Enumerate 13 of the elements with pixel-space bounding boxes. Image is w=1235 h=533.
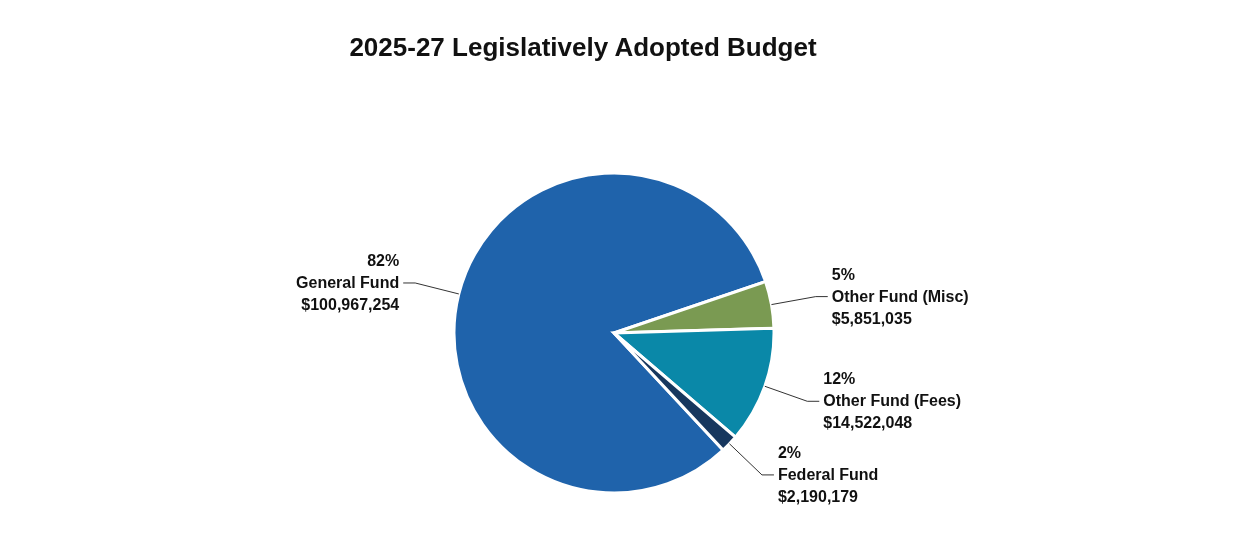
data-label: $14,522,048 [823,414,913,432]
slice-label: Other Fund (Misc) [831,287,969,305]
slice-label: Federal Fund [777,465,879,483]
data-label: $2,190,179 [777,487,859,505]
text: 2% [777,443,802,461]
data-label: $5,851,035 [831,309,912,327]
text: 5% [831,265,855,283]
chart-title: 2025-27 Legislatively Adopted Budget [349,32,817,62]
data-label: $100,967,254 [301,295,400,313]
text: 12% [823,370,856,388]
text: 82% [367,251,400,269]
slice-label: Other Fund (Fees) [823,392,962,410]
slice-label: General Fund [296,273,400,291]
